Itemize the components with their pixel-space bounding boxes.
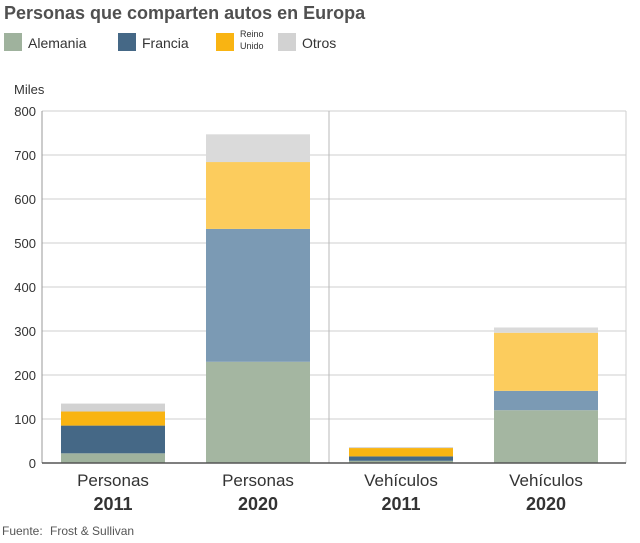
x-tick-year-0: 2011	[93, 494, 132, 514]
legend-swatch-alemania	[4, 33, 22, 51]
y-tick-label-100: 100	[14, 412, 36, 427]
legend-swatch-francia	[118, 33, 136, 51]
bar-segment-otros-1	[206, 134, 310, 163]
bar-segment-reino-unido-0	[61, 411, 165, 426]
bar-segment-alemania-3	[494, 410, 598, 463]
bar-segment-reino-unido-2	[349, 448, 453, 457]
source-note: Fuente: Frost & Sullivan	[2, 524, 134, 538]
y-tick-label-200: 200	[14, 368, 36, 383]
bar-segment-francia-1	[206, 228, 310, 362]
bar-segment-francia-0	[61, 425, 165, 454]
legend-swatch-reino-unido	[216, 33, 234, 51]
x-tick-label-2: Vehículos	[364, 471, 438, 490]
bar-segment-alemania-0	[61, 453, 165, 463]
bar-segment-otros-0	[61, 403, 165, 412]
y-tick-label-800: 800	[14, 104, 36, 119]
bar-segment-otros-3	[494, 327, 598, 333]
legend-label-reino-unido: Reino Unido	[240, 29, 264, 51]
y-tick-label-300: 300	[14, 324, 36, 339]
x-tick-year-3: 2020	[526, 494, 566, 514]
chart-title: Personas que comparten autos en Europa	[4, 3, 366, 23]
source-text: Frost & Sullivan	[50, 524, 135, 538]
y-tick-label-400: 400	[14, 280, 36, 295]
bar-segment-otros-2	[349, 447, 453, 449]
legend-label-alemania: Alemania	[28, 35, 87, 51]
bar-segment-alemania-2	[349, 460, 453, 463]
x-tick-label-0: Personas	[77, 471, 149, 490]
bar-segment-alemania-1	[206, 361, 310, 463]
bar-segment-francia-2	[349, 456, 453, 461]
x-tick-year-1: 2020	[238, 494, 278, 514]
legend-label-francia: Francia	[142, 35, 189, 51]
y-tick-label-500: 500	[14, 236, 36, 251]
y-axis-unit-label: Miles	[14, 82, 45, 97]
legend-label-otros: Otros	[302, 35, 337, 51]
bar-segment-francia-3	[494, 390, 598, 411]
source-prefix: Fuente:	[2, 524, 43, 538]
legend-swatch-otros	[278, 33, 296, 51]
y-tick-label-700: 700	[14, 148, 36, 163]
x-tick-year-2: 2011	[381, 494, 420, 514]
x-tick-label-1: Personas	[222, 471, 294, 490]
bar-segment-reino-unido-1	[206, 162, 310, 229]
bar-segment-reino-unido-3	[494, 332, 598, 391]
x-tick-label-3: Vehículos	[509, 471, 583, 490]
y-tick-label-0: 0	[29, 456, 36, 471]
y-tick-label-600: 600	[14, 192, 36, 207]
